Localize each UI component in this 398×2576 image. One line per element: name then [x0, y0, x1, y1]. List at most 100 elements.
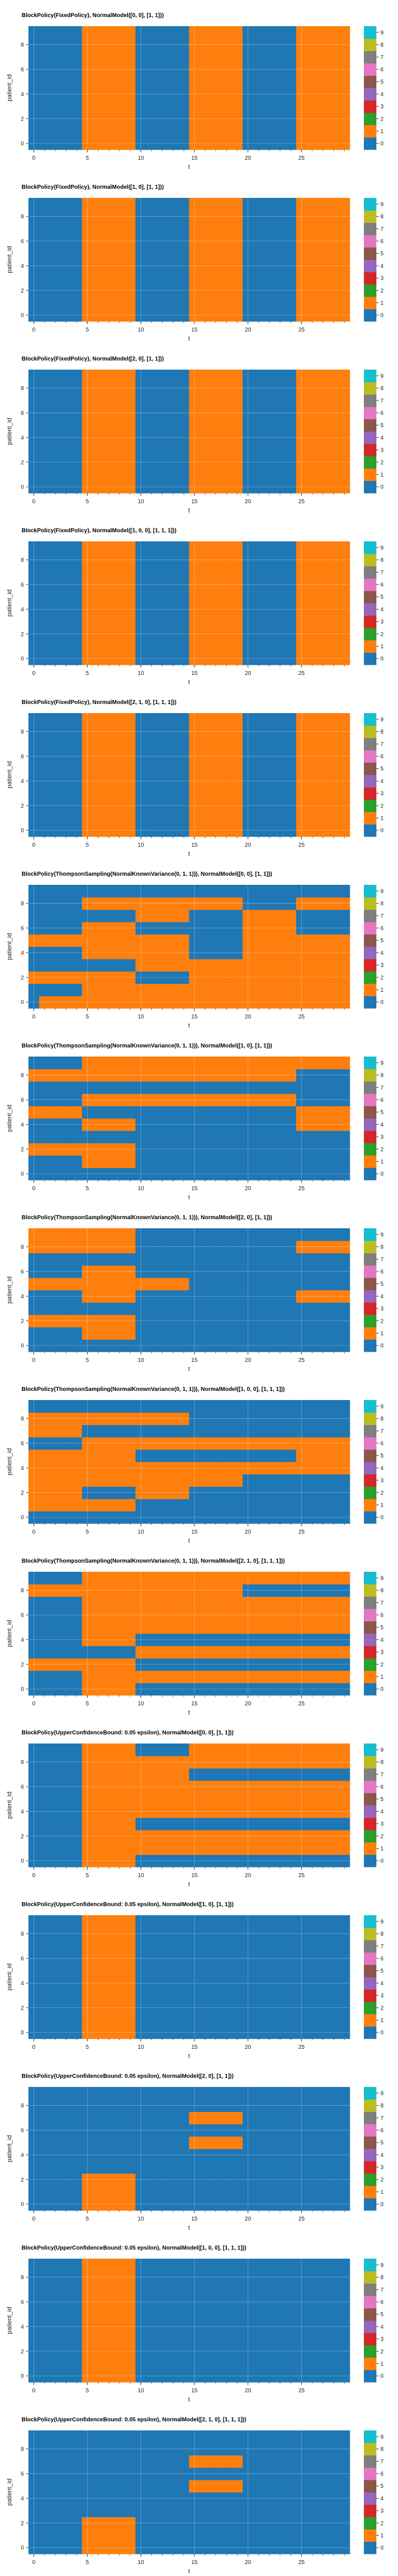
- heatmap-cell: [306, 897, 318, 910]
- heatmap-cell: [167, 652, 179, 665]
- heatmap-cell: [296, 652, 308, 665]
- heatmap-cell: [60, 996, 72, 1009]
- heatmap-cell: [146, 26, 157, 39]
- heatmap-cell: [114, 370, 126, 383]
- heatmap-cell: [125, 1265, 136, 1278]
- colorbar-swatch: [364, 1915, 376, 1928]
- heatmap-cell: [93, 652, 104, 665]
- heatmap-cell: [275, 481, 286, 494]
- heatmap-cell: [28, 1498, 40, 1511]
- heatmap-cell: [231, 787, 243, 800]
- heatmap-cell: [306, 2111, 318, 2124]
- heatmap-cell: [296, 2124, 308, 2137]
- heatmap-cell: [167, 1511, 179, 1524]
- heatmap-cell: [39, 1792, 51, 1806]
- heatmap-cell: [125, 296, 136, 309]
- heatmap-cell: [93, 1743, 104, 1757]
- heatmap-cell: [28, 1068, 40, 1082]
- chart-title: BlockPolicy(FixedPolicy), NormalModel([1…: [22, 528, 176, 534]
- heatmap-cell: [167, 222, 179, 235]
- heatmap-cell: [306, 481, 318, 494]
- heatmap-cell: [39, 1817, 51, 1830]
- heatmap-cell: [306, 922, 318, 935]
- heatmap-cell: [242, 259, 254, 272]
- heatmap-cell: [39, 1621, 51, 1634]
- heatmap-cell: [242, 137, 254, 150]
- heatmap-cell: [296, 309, 308, 322]
- heatmap-cell: [157, 1081, 168, 1094]
- heatmap-cell: [296, 1940, 308, 1953]
- colorbar-swatch: [364, 1081, 376, 1094]
- heatmap-cell: [189, 1817, 200, 1830]
- heatmap-cell: [49, 1596, 61, 1609]
- heatmap-cell: [71, 419, 82, 432]
- heatmap-cell: [306, 1646, 318, 1659]
- heatmap-cell: [93, 959, 104, 972]
- heatmap-cell: [114, 1572, 126, 1585]
- heatmap-cell: [275, 1621, 286, 1634]
- heatmap-cell: [231, 2087, 243, 2100]
- heatmap-cell: [264, 1240, 275, 1253]
- heatmap-cell: [103, 444, 115, 457]
- heatmap-cell: [39, 811, 51, 825]
- heatmap-cell: [49, 1277, 61, 1291]
- heatmap-cell: [39, 1142, 51, 1156]
- heatmap-cell: [339, 198, 350, 211]
- heatmap-cell: [285, 1964, 297, 1978]
- heatmap-cell: [103, 272, 115, 285]
- heatmap-cell: [253, 444, 264, 457]
- heatmap-cell: [317, 1400, 329, 1413]
- heatmap-cell: [221, 775, 233, 788]
- heatmap-cell: [285, 1940, 297, 1953]
- heatmap-cell: [285, 1596, 297, 1609]
- heatmap-cell: [28, 2161, 40, 2174]
- heatmap-cell: [253, 1817, 264, 1830]
- heatmap-cell: [71, 1130, 82, 1144]
- heatmap-cell: [231, 922, 243, 935]
- heatmap-cell: [135, 247, 147, 260]
- heatmap-cell: [242, 946, 254, 959]
- heatmap-cell: [114, 1940, 126, 1953]
- heatmap-cell: [167, 284, 179, 297]
- heatmap-cell: [93, 272, 104, 285]
- heatmap-cell: [339, 824, 350, 837]
- heatmap-cell: [253, 2136, 264, 2150]
- heatmap-cell: [60, 1253, 72, 1266]
- colorbar-swatch: [364, 26, 376, 39]
- heatmap-cell: [317, 112, 329, 126]
- heatmap-cell: [49, 578, 61, 591]
- heatmap-cell: [82, 1964, 93, 1978]
- heatmap-cell: [82, 971, 93, 984]
- heatmap-cell: [253, 2124, 264, 2137]
- heatmap-cell: [178, 51, 190, 64]
- heatmap-cell: [178, 1915, 190, 1928]
- heatmap-cell: [28, 1792, 40, 1806]
- heatmap-cell: [103, 1449, 115, 1463]
- heatmap-cell: [157, 259, 168, 272]
- heatmap-cell: [157, 1265, 168, 1278]
- heatmap-cell: [339, 971, 350, 984]
- colorbar-tick-label: 7: [380, 226, 384, 233]
- heatmap-cell: [39, 1780, 51, 1794]
- heatmap-cell: [71, 627, 82, 641]
- heatmap-svg: BlockPolicy(FixedPolicy), NormalModel([1…: [6, 184, 384, 342]
- heatmap-cell: [39, 983, 51, 996]
- heatmap-cell: [210, 1842, 222, 1855]
- heatmap-cell: [28, 100, 40, 113]
- heatmap-cell: [264, 284, 275, 297]
- heatmap-cell: [264, 799, 275, 813]
- heatmap-cell: [103, 1670, 115, 1683]
- heatmap-cell: [103, 1486, 115, 1500]
- heatmap-cell: [125, 272, 136, 285]
- heatmap-cell: [231, 1327, 243, 1340]
- heatmap-cell: [210, 51, 222, 64]
- heatmap-cell: [200, 63, 211, 76]
- heatmap-cell: [200, 615, 211, 628]
- colorbar-swatch: [364, 640, 376, 653]
- heatmap-cell: [114, 1105, 126, 1119]
- heatmap-cell: [200, 2173, 211, 2186]
- heatmap-cell: [317, 996, 329, 1009]
- heatmap-cell: [285, 1658, 297, 1671]
- grid-lines: [28, 1400, 350, 1523]
- heatmap-cell: [189, 1302, 200, 1315]
